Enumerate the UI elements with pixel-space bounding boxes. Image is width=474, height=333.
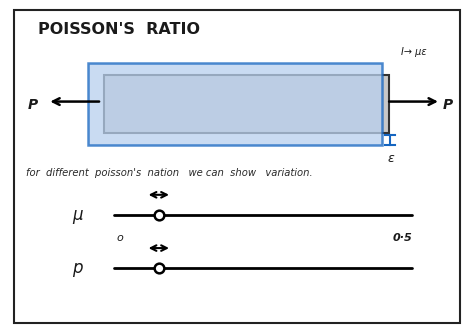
Text: ε: ε — [388, 152, 394, 165]
Text: POISSON'S  RATIO: POISSON'S RATIO — [38, 22, 200, 37]
Text: I→ με: I→ με — [401, 47, 426, 57]
Text: P: P — [443, 98, 453, 112]
Bar — [88, 63, 382, 145]
Text: o: o — [116, 233, 123, 243]
Text: p: p — [73, 259, 83, 277]
Text: for  different  poisson's  nation   we can  show   variation.: for different poisson's nation we can sh… — [26, 168, 313, 178]
Bar — [104, 75, 389, 133]
Text: P: P — [28, 98, 38, 112]
Text: 0·5: 0·5 — [392, 233, 412, 243]
Text: μ: μ — [73, 206, 83, 224]
